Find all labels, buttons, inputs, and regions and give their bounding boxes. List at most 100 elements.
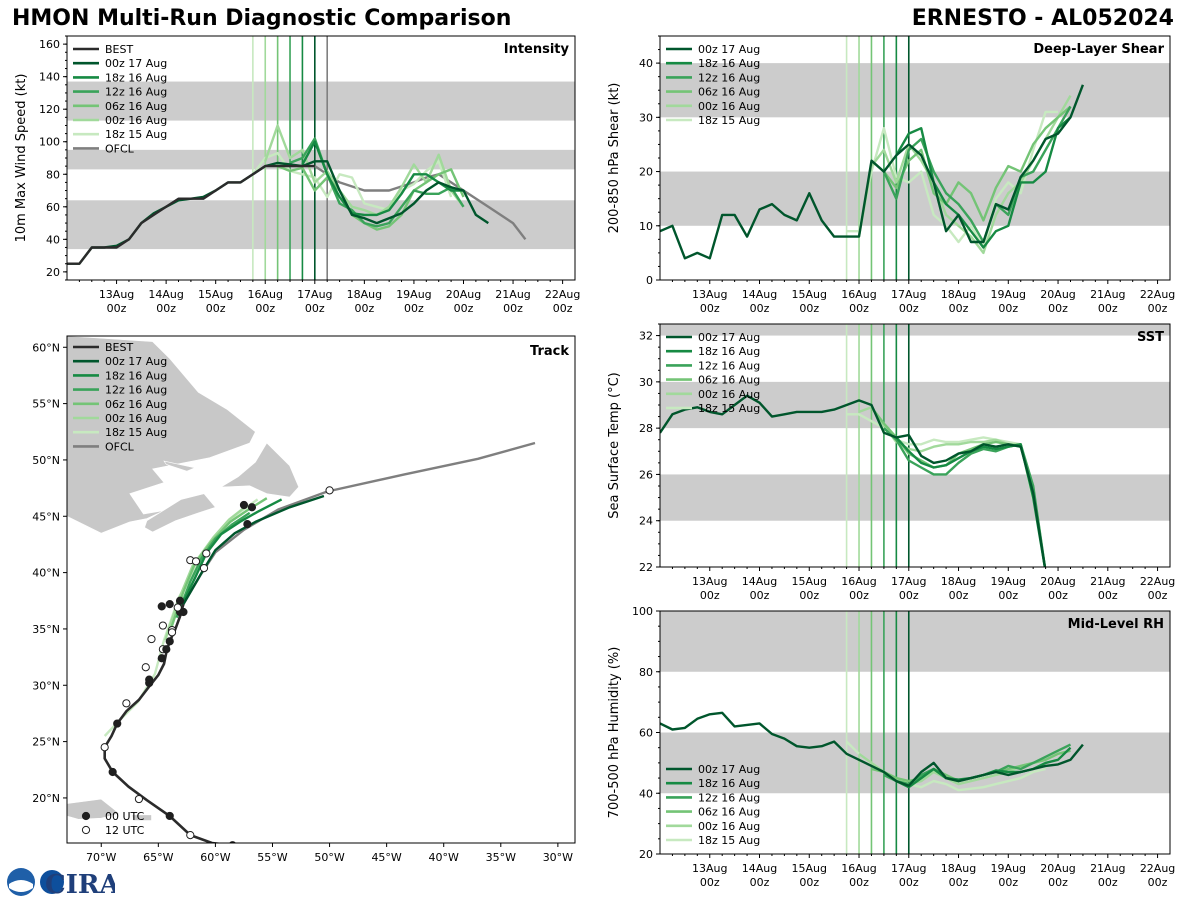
intensity-band-0 xyxy=(67,200,575,250)
shear-xtick-hour: 00z xyxy=(998,302,1018,315)
forecast-00utc-point xyxy=(247,503,257,512)
best-track-12utc-point xyxy=(141,663,150,672)
sst-xtick-day: 22Aug xyxy=(1140,575,1175,588)
shear-xtick-hour: 00z xyxy=(849,302,869,315)
rh-xtick-day: 14Aug xyxy=(742,862,777,875)
shear-ytick-label: 10 xyxy=(639,220,653,233)
intensity-xtick-hour: 00z xyxy=(255,302,275,315)
intensity-xtick-hour: 00z xyxy=(503,302,523,315)
sst-legend-label: 18z 16 Aug xyxy=(698,345,760,358)
track-xtick-label: 70°W xyxy=(86,851,116,864)
sst-legend-label: 00z 16 Aug xyxy=(698,388,760,401)
intensity-title: Intensity xyxy=(504,42,570,57)
rh-xtick-day: 17Aug xyxy=(891,862,926,875)
shear-xtick-hour: 00z xyxy=(1148,302,1168,315)
sst-xtick-day: 17Aug xyxy=(891,575,926,588)
forecast-12utc-point xyxy=(147,634,156,644)
sst-band-1 xyxy=(660,381,1170,429)
track-legend-label: 06z 16 Aug xyxy=(105,398,167,411)
intensity-band-2 xyxy=(67,81,575,121)
track-legend-label: 18z 16 Aug xyxy=(105,369,167,382)
sst-xtick-day: 18Aug xyxy=(941,575,976,588)
intensity-ytick-label: 80 xyxy=(46,168,60,181)
rh-xtick-hour: 00z xyxy=(949,876,969,889)
sst-xtick-hour: 00z xyxy=(1048,589,1068,602)
sst-xtick-hour: 00z xyxy=(700,589,720,602)
intensity-xtick-day: 17Aug xyxy=(297,288,332,301)
forecast-00utc-point xyxy=(165,600,174,609)
intensity-xtick-day: 14Aug xyxy=(148,288,183,301)
track-xtick-label: 30°W xyxy=(543,851,573,864)
shear-legend-label: 06z 16 Aug xyxy=(698,86,760,99)
shear-xtick-day: 15Aug xyxy=(792,288,827,301)
sst-xtick-day: 15Aug xyxy=(792,575,827,588)
rh-xtick-day: 16Aug xyxy=(841,862,876,875)
rh-xtick-day: 13Aug xyxy=(692,862,727,875)
point-legend-label: 12 UTC xyxy=(105,824,145,837)
shear-xtick-day: 18Aug xyxy=(941,288,976,301)
land-mass-2 xyxy=(220,442,300,498)
intensity-xtick-hour: 00z xyxy=(354,302,374,315)
land-mass-0 xyxy=(67,336,256,534)
intensity-ylabel: 10m Max Wind Speed (kt) xyxy=(14,74,29,243)
shear-band-0 xyxy=(660,171,1170,226)
figure-title: HMON Multi-Run Diagnostic Comparison xyxy=(12,6,512,31)
sst-xtick-hour: 00z xyxy=(998,589,1018,602)
track-xtick-label: 45°W xyxy=(371,851,401,864)
forecast-00utc-point xyxy=(175,596,185,605)
shear-xtick-hour: 00z xyxy=(949,302,969,315)
shear-series-12z-16-aug xyxy=(882,105,1072,244)
sst-ytick-label: 32 xyxy=(639,330,653,343)
shear-xtick-day: 16Aug xyxy=(841,288,876,301)
shear-xtick-day: 13Aug xyxy=(692,288,727,301)
sst-xtick-day: 13Aug xyxy=(692,575,727,588)
sst-ytick-label: 24 xyxy=(639,515,653,528)
intensity-ytick-label: 40 xyxy=(46,233,60,246)
shear-ytick-label: 20 xyxy=(639,166,653,179)
track-legend-label: 00z 17 Aug xyxy=(105,355,167,368)
intensity-legend-label: BEST xyxy=(105,43,133,56)
best-track-12utc-point xyxy=(100,743,109,752)
rh-ytick-label: 40 xyxy=(639,787,653,800)
sst-xtick-hour: 00z xyxy=(899,589,919,602)
sst-ytick-label: 28 xyxy=(639,422,653,435)
sst-legend-label: 06z 16 Aug xyxy=(698,374,760,387)
intensity-xtick-hour: 00z xyxy=(206,302,226,315)
shear-ylabel: 200-850 hPa Shear (kt) xyxy=(607,83,622,234)
sst-series-00z-17-aug xyxy=(660,394,1047,567)
rh-title: Mid-Level RH xyxy=(1068,617,1164,632)
rh-panel: 2040608010013Aug00z14Aug00z15Aug00z16Aug… xyxy=(607,605,1175,889)
shear-series-18z-15-aug xyxy=(846,110,1058,249)
shear-series-18z-16-aug xyxy=(895,116,1072,249)
shear-xtick-hour: 00z xyxy=(700,302,720,315)
shear-title: Deep-Layer Shear xyxy=(1033,42,1164,57)
rh-xtick-hour: 00z xyxy=(799,876,819,889)
rh-xtick-hour: 00z xyxy=(1048,876,1068,889)
shear-legend-label: 18z 16 Aug xyxy=(698,57,760,70)
best-track-12utc-point xyxy=(134,794,144,804)
intensity-ytick-label: 60 xyxy=(46,201,60,214)
shear-series-00z-17-aug xyxy=(660,84,1085,260)
intensity-panel: 2040608010012014016013Aug00z14Aug00z15Au… xyxy=(14,35,580,315)
track-ytick-label: 60°N xyxy=(32,341,60,354)
point-legend-marker xyxy=(81,811,91,821)
best-track-00utc-point xyxy=(108,767,117,777)
track-legend-label: 18z 15 Aug xyxy=(105,426,167,439)
intensity-ytick-label: 120 xyxy=(39,103,60,116)
cira-logo: CIRA xyxy=(7,868,115,898)
forecast-12utc-point xyxy=(199,563,209,573)
best-track-00utc-point xyxy=(165,811,174,821)
forecast-12utc-point xyxy=(325,486,334,495)
intensity-legend-label: 12z 16 Aug xyxy=(105,86,167,99)
rh-legend-label: 12z 16 Aug xyxy=(698,791,760,804)
sst-title: SST xyxy=(1137,330,1164,345)
shear-legend-label: 00z 16 Aug xyxy=(698,100,760,113)
track-title: Track xyxy=(530,344,569,359)
intensity-xtick-hour: 00z xyxy=(156,302,176,315)
shear-xtick-hour: 00z xyxy=(799,302,819,315)
